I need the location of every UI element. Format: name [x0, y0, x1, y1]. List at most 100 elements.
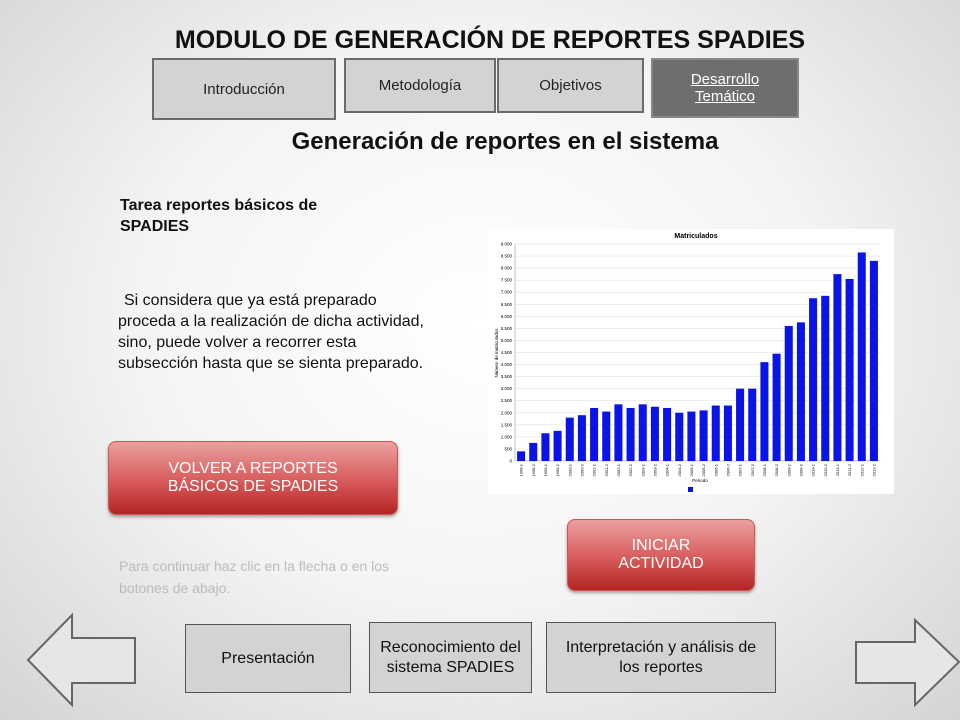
x-tick-label: 2005-1 [689, 463, 694, 476]
bar [602, 411, 611, 461]
tab-active[interactable]: Desarrollo Temático [651, 58, 799, 118]
x-tick-label: 2007-1 [738, 463, 743, 476]
y-tick-label: 1.500 [501, 422, 513, 427]
nav-button[interactable]: Interpretación y análisis de los reporte… [546, 622, 776, 693]
y-tick-label: 5.500 [501, 326, 513, 331]
chart-title: Matriculados [674, 233, 717, 240]
bar [638, 404, 647, 461]
nav-button[interactable]: Reconocimiento del sistema SPADIES [369, 622, 532, 693]
bar [748, 388, 757, 461]
x-tick-label: 2000-2 [579, 463, 584, 476]
bar [541, 433, 550, 461]
y-tick-label: 8.500 [501, 254, 513, 259]
bar [517, 451, 526, 461]
bar [869, 260, 878, 461]
bar [529, 442, 538, 461]
bar [553, 430, 562, 461]
bar [663, 407, 672, 461]
y-tick-label: 7.500 [501, 278, 513, 283]
bar [845, 278, 854, 461]
prev-arrow[interactable] [26, 612, 136, 708]
y-tick-label: 8.000 [501, 266, 513, 271]
x-tick-label: 2004-1 [665, 463, 670, 476]
y-tick-label: 4.500 [501, 350, 513, 355]
bar [821, 295, 830, 461]
tab[interactable]: Introducción [152, 58, 336, 120]
bar [650, 406, 659, 461]
tab[interactable]: Objetivos [497, 58, 644, 113]
x-tick-label: 2005-2 [701, 463, 706, 476]
nav-button[interactable]: Presentación [185, 624, 351, 693]
x-tick-label: 2008-2 [774, 463, 779, 476]
bar [784, 325, 793, 461]
x-tick-label: 2006-1 [713, 463, 718, 476]
x-tick-label: 2007-2 [750, 463, 755, 476]
hint-text: Para continuar haz clic en la flecha o e… [119, 558, 390, 596]
y-axis-label: Número de matriculados [494, 328, 499, 378]
x-tick-label: 2012-1 [859, 463, 864, 476]
y-tick-label: 6.000 [501, 314, 513, 319]
bar [626, 407, 635, 461]
y-tick-label: 3.500 [501, 374, 513, 379]
x-tick-label: 2004-2 [677, 463, 682, 476]
x-axis-label: Periodo [692, 478, 708, 483]
bar [711, 405, 720, 461]
bar [614, 404, 623, 461]
bar [833, 274, 842, 461]
task-text: Si considera que ya está preparado proce… [118, 292, 424, 372]
y-tick-label: 0 [509, 459, 512, 464]
x-tick-label: 2001-1 [592, 463, 597, 476]
legend-swatch [688, 487, 693, 492]
bar [736, 388, 745, 461]
x-tick-label: 2011-1 [835, 463, 840, 476]
bar [699, 410, 708, 461]
x-tick-label: 2003-1 [640, 463, 645, 476]
bar [723, 405, 732, 461]
y-tick-label: 2.000 [501, 410, 513, 415]
y-tick-label: 7.000 [501, 290, 513, 295]
x-tick-label: 2009-1 [786, 463, 791, 476]
x-tick-label: 2009-2 [798, 463, 803, 476]
x-tick-label: 1999-2 [555, 463, 560, 476]
x-tick-label: 1998-2 [531, 463, 536, 476]
y-tick-label: 2.500 [501, 398, 513, 403]
x-tick-label: 2001-2 [604, 463, 609, 476]
bar [796, 322, 805, 461]
y-tick-label: 9.000 [501, 242, 513, 247]
x-tick-label: 2006-2 [725, 463, 730, 476]
x-tick-label: 2003-2 [652, 463, 657, 476]
bar [772, 353, 781, 461]
y-tick-label: 500 [504, 446, 512, 451]
page-title: MODULO DE GENERACIÓN DE REPORTES SPADIES [174, 26, 806, 54]
start-button[interactable]: INICIAR ACTIVIDAD [567, 519, 755, 591]
x-tick-label: 2012-2 [871, 463, 876, 476]
x-tick-label: 2010-2 [823, 463, 828, 476]
section-title: Generación de reportes en el sistema [291, 128, 719, 155]
chart: Matriculados Número de matriculados Peri… [488, 229, 894, 494]
y-tick-label: 3.000 [501, 386, 513, 391]
task-heading: Tarea reportes básicos de SPADIES [120, 197, 318, 235]
bar [590, 407, 599, 461]
x-tick-label: 2010-1 [811, 463, 816, 476]
tab[interactable]: Metodología [344, 58, 496, 113]
x-tick-label: 1998-1 [519, 463, 524, 476]
next-arrow[interactable] [855, 617, 960, 708]
x-tick-label: 1999-1 [543, 463, 548, 476]
y-tick-label: 1.000 [501, 434, 513, 439]
bar [760, 362, 769, 461]
x-tick-label: 2000-1 [567, 463, 572, 476]
bar [565, 417, 574, 461]
y-tick-label: 4.000 [501, 362, 513, 367]
y-tick-label: 5.000 [501, 338, 513, 343]
x-tick-label: 2008-1 [762, 463, 767, 476]
bar [809, 298, 818, 461]
x-tick-label: 2002-2 [628, 463, 633, 476]
bar [675, 412, 684, 461]
bar [857, 252, 866, 461]
back-button[interactable]: VOLVER A REPORTES BÁSICOS DE SPADIES [108, 441, 398, 515]
y-tick-label: 6.500 [501, 302, 513, 307]
x-tick-label: 2002-1 [616, 463, 621, 476]
x-tick-label: 2011-2 [847, 463, 852, 476]
bar [687, 411, 696, 461]
